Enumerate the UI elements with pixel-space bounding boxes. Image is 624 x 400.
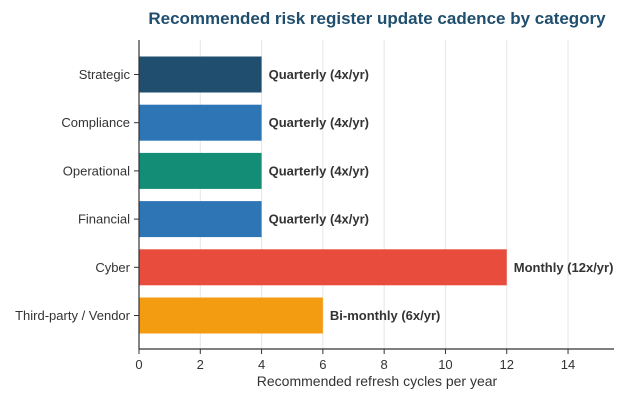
x-tick-label: 0	[135, 357, 142, 372]
category-label: Financial	[78, 212, 130, 227]
data-labels: Quarterly (4x/yr) Quarterly (4x/yr) Quarte…	[269, 67, 614, 323]
bar-value-label: Quarterly (4x/yr)	[269, 67, 369, 82]
gridlines	[199, 40, 569, 349]
x-ticks: 0 2 4 6 8 10 12 14	[135, 349, 575, 372]
bar	[139, 297, 323, 334]
x-tick-label: 10	[438, 357, 452, 372]
bars	[139, 56, 507, 334]
bar-value-label: Quarterly (4x/yr)	[269, 115, 369, 130]
bar	[139, 249, 507, 286]
category-labels: Strategic Compliance Operational Financial C…	[15, 67, 139, 323]
x-tick-label: 6	[319, 357, 326, 372]
bar-value-label: Quarterly (4x/yr)	[269, 163, 369, 178]
bar-value-label: Monthly (12x/yr)	[514, 260, 614, 275]
category-label: Operational	[63, 163, 130, 178]
category-label: Cyber	[95, 260, 130, 275]
bar	[139, 201, 262, 238]
x-tick-label: 4	[258, 357, 265, 372]
x-axis-title: Recommended refresh cycles per year	[257, 373, 498, 389]
x-tick-label: 2	[197, 357, 204, 372]
category-label: Strategic	[79, 67, 131, 82]
bar-value-label: Bi-monthly (6x/yr)	[330, 308, 441, 323]
bar	[139, 56, 262, 93]
x-tick-label: 12	[500, 357, 514, 372]
x-tick-label: 14	[561, 357, 575, 372]
x-tick-label: 8	[381, 357, 388, 372]
bar-value-label: Quarterly (4x/yr)	[269, 212, 369, 227]
category-label: Compliance	[61, 115, 130, 130]
bar	[139, 152, 262, 189]
category-label: Third-party / Vendor	[15, 308, 131, 323]
chart-title: Recommended risk register update cadence…	[148, 9, 606, 28]
bar	[139, 104, 262, 141]
